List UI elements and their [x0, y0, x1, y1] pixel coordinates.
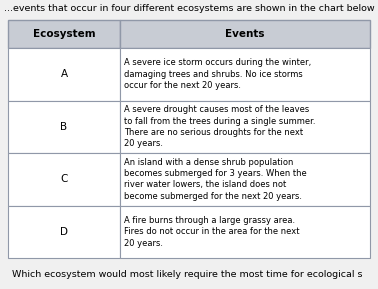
- Text: B: B: [60, 122, 68, 132]
- Bar: [120, 101, 370, 153]
- Bar: [8, 101, 120, 153]
- Text: A: A: [60, 69, 68, 79]
- Text: Events: Events: [225, 29, 265, 39]
- Bar: [8, 205, 120, 258]
- Bar: [120, 205, 370, 258]
- Bar: [120, 48, 370, 101]
- Bar: [8, 48, 120, 101]
- Text: A fire burns through a large grassy area.
Fires do not occur in the area for the: A fire burns through a large grassy area…: [124, 216, 299, 248]
- Bar: [120, 153, 370, 205]
- Text: Which ecosystem would most likely require the most time for ecological s: Which ecosystem would most likely requir…: [12, 270, 363, 279]
- Bar: [8, 153, 120, 205]
- Text: C: C: [60, 174, 68, 184]
- Text: Ecosystem: Ecosystem: [33, 29, 95, 39]
- Bar: [120, 20, 370, 48]
- Bar: [8, 20, 120, 48]
- Text: A severe drought causes most of the leaves
to fall from the trees during a singl: A severe drought causes most of the leav…: [124, 105, 316, 149]
- Text: ...events that occur in four different ecosystems are shown in the chart below: ...events that occur in four different e…: [4, 4, 374, 13]
- Text: D: D: [60, 227, 68, 237]
- Text: An island with a dense shrub population
becomes submerged for 3 years. When the
: An island with a dense shrub population …: [124, 158, 307, 201]
- Text: A severe ice storm occurs during the winter,
damaging trees and shrubs. No ice s: A severe ice storm occurs during the win…: [124, 58, 311, 90]
